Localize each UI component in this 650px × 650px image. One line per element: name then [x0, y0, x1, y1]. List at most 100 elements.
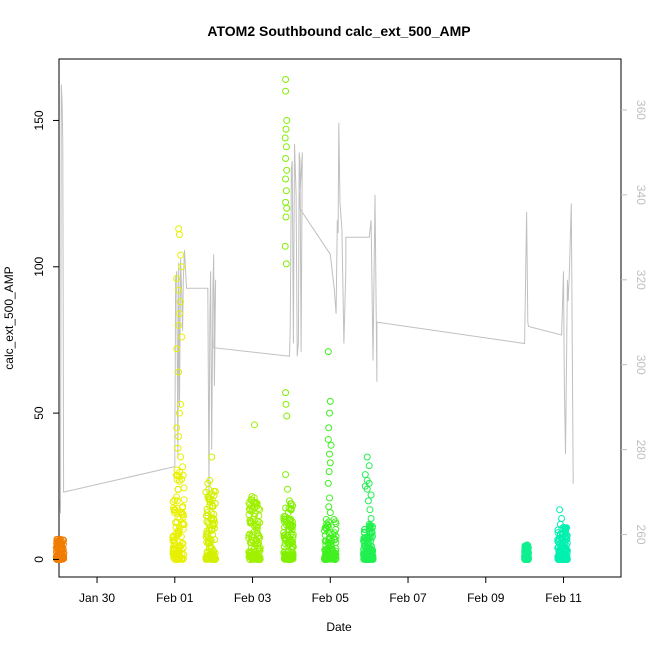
- x-tick-label: Feb 01: [156, 591, 194, 605]
- y-axis-left: 0 50 100 150: [32, 110, 59, 563]
- data-point: [560, 523, 568, 531]
- data-point: [282, 471, 290, 479]
- y-tick-label: 0: [32, 556, 46, 563]
- data-point: [367, 514, 375, 522]
- data-point: [330, 516, 338, 524]
- data-point: [361, 471, 369, 479]
- data-point: [325, 468, 333, 476]
- data-point: [175, 225, 183, 233]
- data-point: [326, 397, 334, 405]
- data-point: [170, 549, 178, 557]
- data-point: [206, 496, 214, 504]
- data-point: [174, 527, 182, 535]
- data-point: [169, 532, 177, 540]
- data-point: [175, 477, 183, 485]
- data-point: [282, 536, 290, 544]
- data-point: [174, 485, 182, 493]
- data-point: [325, 535, 333, 543]
- data-point: [207, 537, 215, 545]
- data-point: [178, 263, 186, 271]
- point-cluster: [360, 453, 377, 563]
- data-point: [178, 555, 186, 563]
- data-point: [55, 552, 63, 560]
- x-tick-label: Feb 03: [234, 591, 272, 605]
- data-point: [253, 551, 261, 559]
- data-point: [289, 531, 297, 539]
- data-point: [328, 551, 336, 559]
- data-point: [365, 520, 373, 528]
- data-point: [208, 453, 216, 461]
- data-point: [363, 485, 371, 493]
- data-point: [363, 453, 371, 461]
- data-point: [366, 523, 374, 531]
- data-point: [179, 539, 187, 547]
- data-point: [281, 242, 289, 250]
- data-point: [286, 516, 294, 524]
- y-tick-label: 150: [32, 110, 46, 130]
- scatter-points: [52, 75, 571, 563]
- point-cluster: [554, 506, 571, 563]
- data-point: [254, 529, 262, 537]
- data-point: [329, 530, 337, 538]
- data-point: [177, 400, 185, 408]
- data-point: [324, 435, 332, 443]
- point-cluster: [169, 225, 188, 563]
- data-point: [285, 554, 293, 562]
- data-point: [175, 472, 183, 480]
- data-point: [326, 459, 334, 467]
- data-point: [282, 198, 290, 206]
- data-point: [203, 505, 211, 513]
- data-point: [178, 333, 186, 341]
- data-point: [283, 521, 291, 529]
- data-point: [283, 116, 291, 124]
- series-line: [59, 84, 574, 514]
- data-point: [245, 499, 253, 507]
- y-axis-right: 260 280 300 320 340 360: [621, 100, 648, 545]
- point-cluster: [320, 348, 340, 563]
- data-point: [364, 534, 372, 542]
- data-point: [247, 517, 255, 525]
- data-point: [175, 286, 183, 294]
- data-point: [289, 549, 297, 557]
- data-point: [210, 515, 218, 523]
- data-point: [326, 409, 334, 417]
- y2-tick-label: 260: [634, 525, 648, 545]
- point-cluster: [52, 535, 68, 563]
- data-point: [203, 518, 211, 526]
- data-point: [171, 496, 179, 504]
- data-point: [175, 433, 183, 441]
- data-point: [282, 87, 290, 95]
- x-tick-label: Feb 07: [389, 591, 427, 605]
- data-point: [175, 310, 183, 318]
- data-point: [256, 534, 264, 542]
- data-point: [55, 539, 63, 547]
- y2-tick-label: 360: [634, 100, 648, 120]
- data-point: [332, 547, 340, 555]
- chart-title: ATOM2 Southbound calc_ext_500_AMP: [207, 23, 470, 39]
- data-point: [330, 529, 338, 537]
- data-point: [203, 527, 211, 535]
- data-point: [251, 540, 259, 548]
- data-point: [254, 518, 262, 526]
- data-point: [175, 231, 183, 239]
- data-point: [245, 552, 253, 560]
- data-point: [256, 544, 264, 552]
- data-point: [556, 546, 564, 554]
- data-point: [255, 555, 263, 563]
- data-point: [177, 453, 185, 461]
- data-point: [282, 75, 290, 83]
- data-point: [169, 498, 177, 506]
- data-point: [248, 519, 256, 527]
- data-point: [204, 528, 212, 536]
- x-tick-label: Feb 11: [545, 591, 582, 605]
- data-point: [558, 514, 566, 522]
- data-point: [282, 213, 290, 221]
- plot-frame: [58, 58, 622, 578]
- data-point: [366, 506, 374, 514]
- data-point: [522, 553, 530, 561]
- y-tick-label: 100: [32, 256, 46, 276]
- data-point: [327, 555, 335, 563]
- data-point: [326, 552, 334, 560]
- point-cluster: [202, 453, 220, 563]
- data-point: [173, 518, 181, 526]
